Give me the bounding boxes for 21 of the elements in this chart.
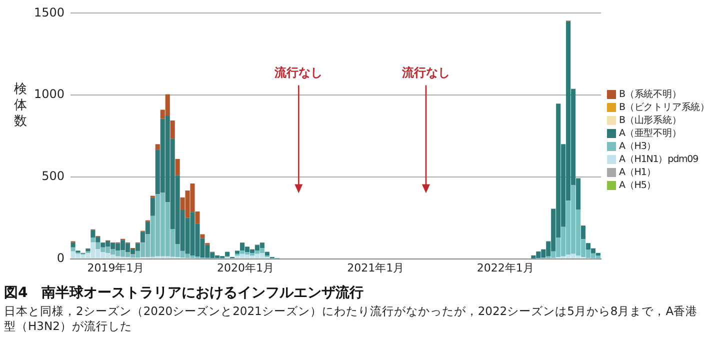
legend-label: A（H5） — [619, 179, 656, 192]
x-tick-label: 2021年1月 — [347, 261, 404, 274]
legend-label: A（H1N1）pdm09 — [619, 153, 698, 166]
text: 図4 南半球オーストラリアにおけるインフルエンザ流行 — [4, 284, 365, 302]
legend-label: B（山形系統） — [619, 114, 682, 127]
annotation: 流行なし — [400, 65, 450, 80]
legend-label: A（H3） — [619, 140, 656, 153]
legend-label: B（系統不明） — [619, 88, 682, 101]
annotation: 流行なし — [274, 65, 323, 80]
y-tick-label: 1000 — [34, 87, 65, 102]
legend-label: A（H1） — [619, 166, 656, 179]
legend-label: A（亜型不明） — [619, 127, 682, 140]
text: 日本と同様，2シーズン（2020シーズンと2021シーズン）にわたり流行がなかったが，2022シーズンは5月から8月まで，A香港型（H3N2）が流行した — [4, 304, 699, 334]
x-tick-label: 2019年1月 — [87, 261, 144, 274]
x-tick-label: 2020年1月 — [216, 261, 274, 274]
y-tick-label: 500 — [42, 169, 65, 184]
y-axis-title: 検体数 — [14, 82, 28, 130]
y-tick-label: 1500 — [34, 5, 65, 20]
legend-label: B（ビクトリア系統） — [619, 101, 707, 114]
y-tick-label: 0 — [56, 250, 65, 265]
x-tick-label: 2022年1月 — [476, 261, 534, 274]
